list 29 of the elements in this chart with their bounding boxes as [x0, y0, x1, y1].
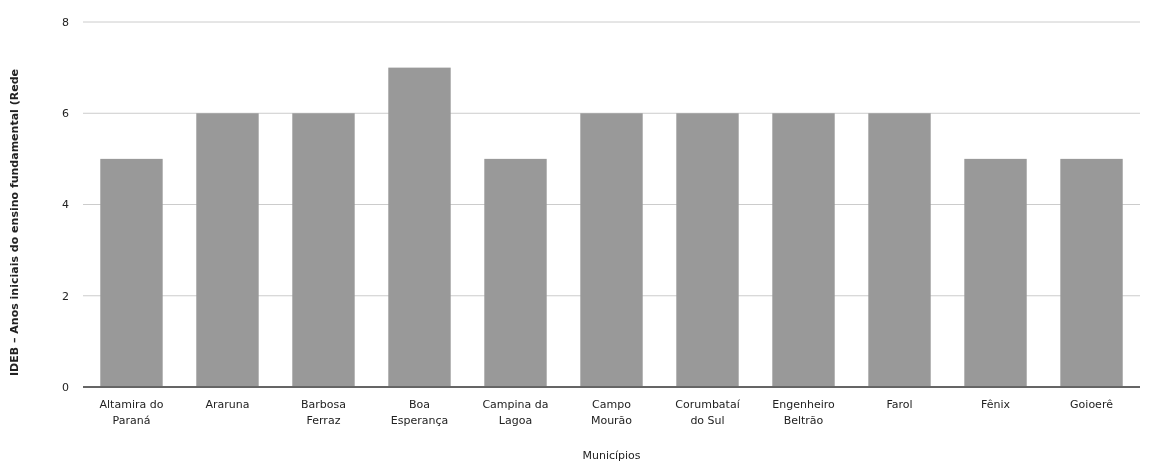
bar: [484, 158, 547, 387]
bar: [292, 113, 355, 387]
x-tick-label: Campina da Lagoa: [482, 398, 549, 427]
bar: [868, 113, 931, 387]
y-tick-label: 2: [62, 289, 69, 303]
y-tick-label: 6: [62, 107, 69, 121]
y-tick-label: 4: [62, 198, 69, 212]
bar: [388, 67, 451, 387]
x-tick-label: Corumbataí do Sul: [675, 398, 741, 427]
bar: [580, 113, 643, 387]
bar: [196, 113, 259, 387]
y-axis-title: IDEB – Anos iniciais do ensino fundamental (Rede: [8, 69, 21, 376]
x-tick-label: Boa Esperança: [390, 398, 449, 427]
x-tick-label: Campo Mourão: [590, 398, 633, 427]
y-tick-label: 8: [62, 15, 69, 29]
bar: [676, 113, 739, 387]
bar: [772, 113, 835, 387]
x-axis-title: Municípios: [582, 449, 641, 462]
x-tick-label: Barbosa Ferraz: [300, 398, 346, 427]
bar: [100, 158, 163, 387]
x-tick-label: Fênix: [981, 398, 1011, 411]
x-tick-label: Goioerê: [1070, 398, 1114, 411]
x-tick-label: Altamira do Paraná: [99, 398, 164, 427]
bar: [964, 158, 1027, 387]
y-tick-label: 0: [62, 380, 69, 394]
x-tick-label: Engenheiro Beltrão: [772, 398, 835, 427]
bar: [1060, 158, 1123, 387]
x-tick-label: Farol: [886, 398, 913, 411]
x-tick-label: Araruna: [205, 398, 250, 411]
